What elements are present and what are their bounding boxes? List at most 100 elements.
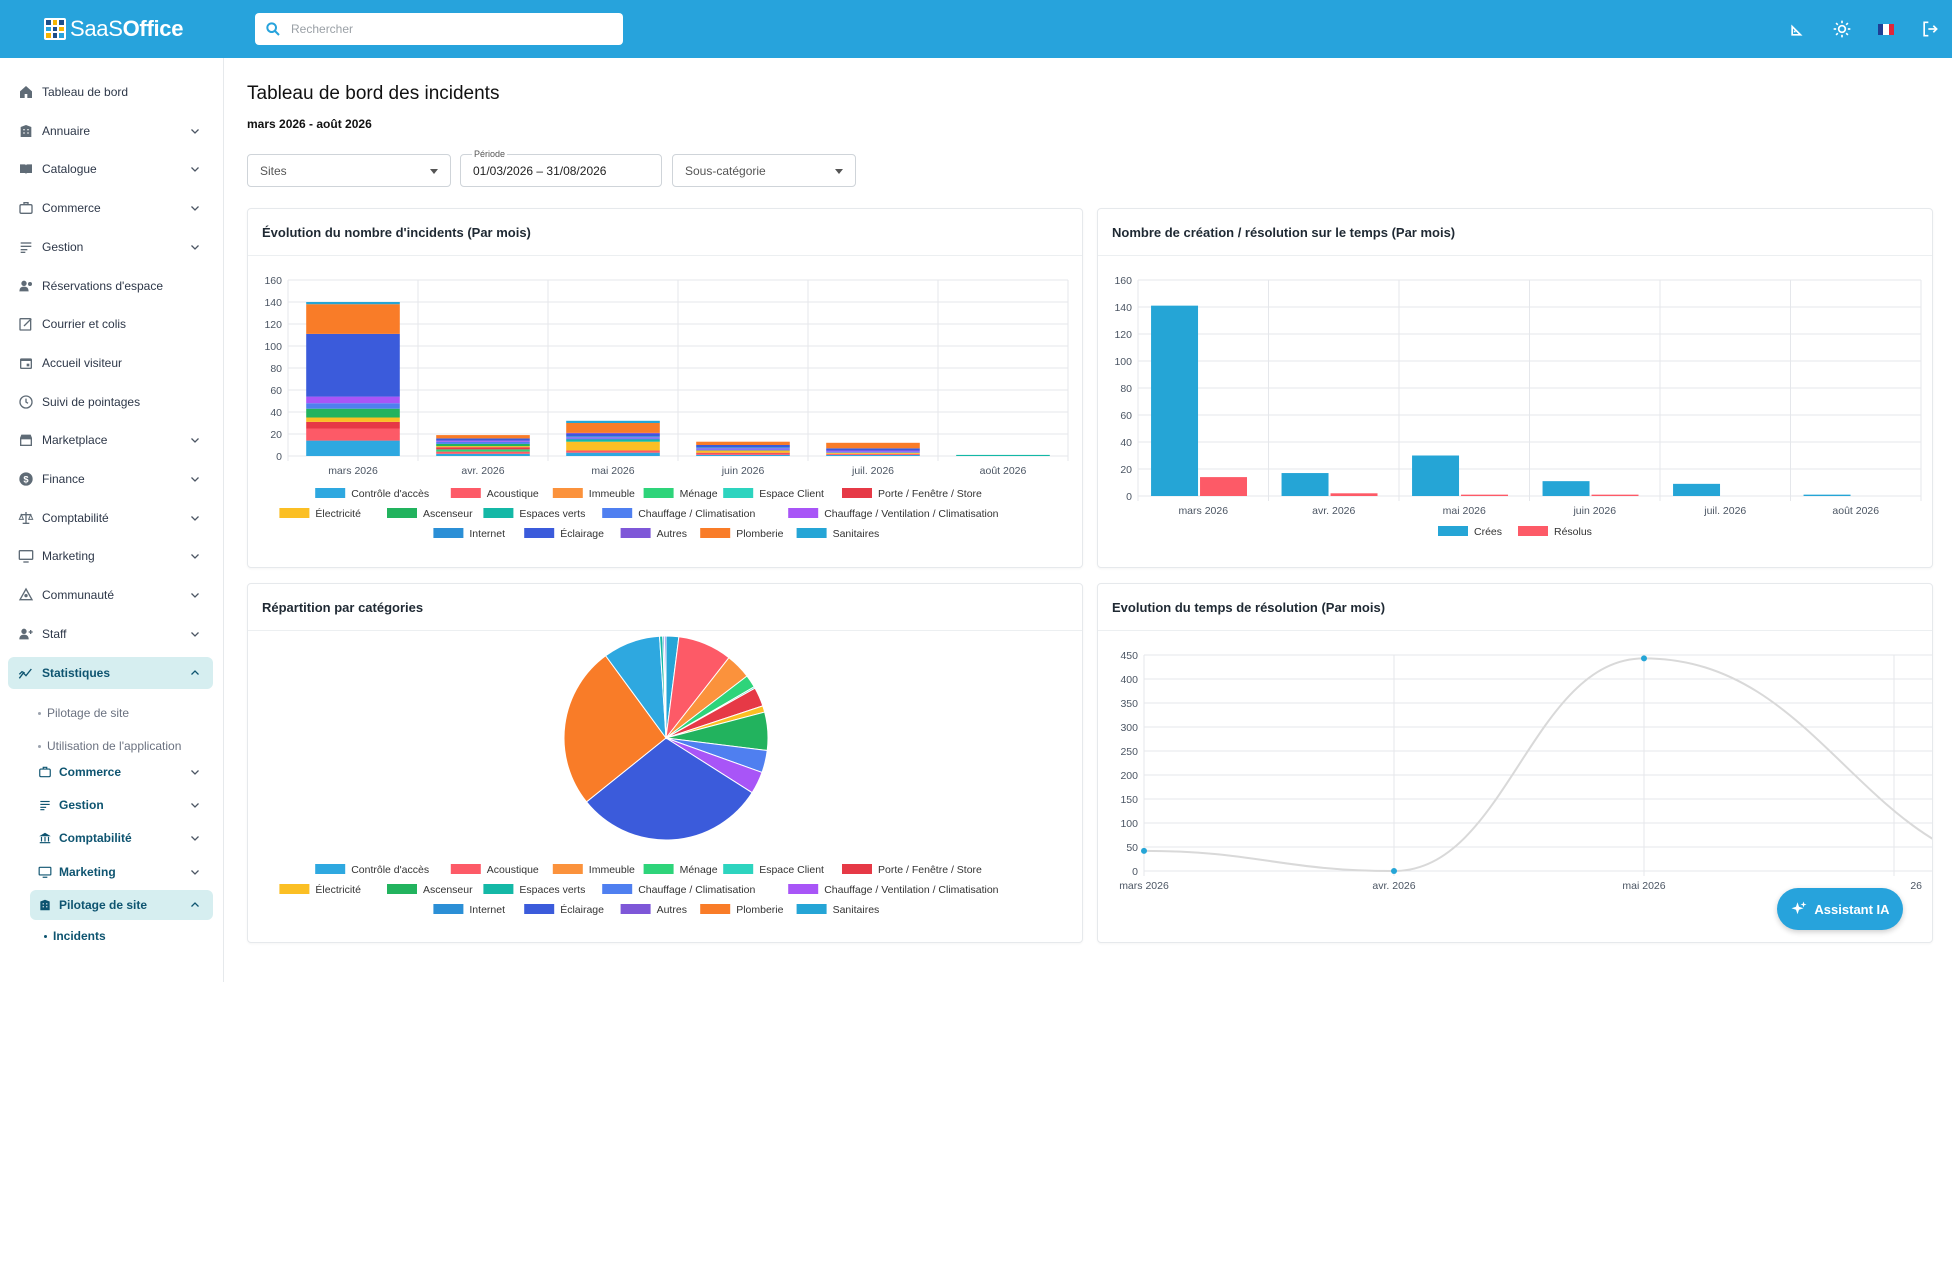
sidebar-item-marketplace[interactable]: Marketplace (8, 424, 213, 456)
legend-swatch (796, 528, 827, 538)
sidebar-item-tableau-de-bord[interactable]: Tableau de bord (8, 76, 213, 108)
chevron-down-icon[interactable] (189, 473, 201, 485)
app-logo[interactable]: SaaSOffice (44, 15, 183, 43)
sidebar-item-reservations-d-espace[interactable]: Réservations d'espace (8, 270, 213, 302)
bar-segment (436, 435, 530, 439)
briefcase-icon (18, 200, 34, 216)
chevron-down-icon[interactable] (189, 163, 201, 175)
period-field[interactable]: Période 01/03/2026 – 31/08/2026 (460, 149, 662, 187)
y-tick-label: 60 (270, 385, 282, 397)
y-tick-label: 40 (1120, 437, 1132, 449)
svg-text:$: $ (23, 474, 29, 484)
sidebar-item-marketing[interactable]: Marketing (8, 540, 213, 572)
sun-icon[interactable] (1820, 7, 1864, 51)
search-input[interactable] (291, 22, 591, 36)
logout-icon[interactable] (1908, 7, 1952, 51)
store-icon (18, 432, 34, 448)
search-bar[interactable] (255, 13, 623, 45)
building-icon (38, 898, 52, 912)
bar-segment (826, 452, 920, 454)
legend-label: Internet (469, 904, 505, 916)
sidebar-item-gestion[interactable]: Gestion (8, 231, 213, 263)
card-title: Nombre de création / résolution sur le t… (1112, 225, 1456, 240)
chevron-down-icon[interactable] (189, 550, 201, 562)
legend-label: Acoustique (487, 864, 539, 876)
bar-segment (826, 454, 920, 456)
chevron-down-icon[interactable] (189, 202, 201, 214)
legend-label: Éclairage (560, 527, 604, 540)
sidebar-group[interactable]: Comptabilité (30, 823, 213, 853)
x-tick-label: mai 2026 (1622, 880, 1665, 892)
sidebar-group[interactable]: Gestion (30, 790, 213, 820)
legend-swatch (433, 904, 464, 914)
y-tick-label: 100 (264, 341, 282, 353)
bar-segment (566, 437, 660, 439)
bank-icon (38, 831, 52, 845)
sidebar-group[interactable]: Commerce (30, 757, 213, 787)
ruler-icon[interactable] (1776, 7, 1820, 51)
legend-swatch (524, 904, 555, 914)
top-bar: SaaSOffice (0, 0, 1952, 58)
sidebar-item-courrier-et-colis[interactable]: Courrier et colis (8, 308, 213, 340)
sidebar-item-label: Staff (42, 626, 67, 641)
user-plus-icon (18, 626, 34, 642)
building-icon (18, 123, 34, 139)
chevron-down-icon[interactable] (189, 628, 201, 640)
sites-select[interactable]: Sites (247, 154, 451, 187)
chevron-down-icon[interactable] (189, 434, 201, 446)
sidebar-item-annuaire[interactable]: Annuaire (8, 115, 213, 147)
legend-swatch (620, 528, 651, 538)
y-tick-label: 20 (1120, 464, 1132, 476)
subcategory-select[interactable]: Sous-catégorie (672, 154, 856, 187)
assistant-ia-button[interactable]: Assistant IA (1777, 888, 1903, 930)
bar-segment (306, 333, 400, 397)
sidebar-subitem[interactable]: Utilisation de l'application (38, 739, 181, 753)
chevron-down-icon[interactable] (189, 866, 201, 878)
chevron-up-icon[interactable] (189, 899, 201, 911)
bar-segment (436, 441, 530, 444)
edit-icon (18, 316, 34, 332)
chevron-down-icon[interactable] (189, 766, 201, 778)
sidebar-group[interactable]: Marketing (30, 857, 213, 887)
legend-label: Porte / Fenêtre / Store (878, 488, 982, 500)
chevron-down-icon[interactable] (189, 589, 201, 601)
french-flag-icon[interactable] (1864, 7, 1908, 51)
sidebar-item-suivi-de-pointages[interactable]: Suivi de pointages (8, 386, 213, 418)
chevron-down-icon[interactable] (189, 512, 201, 524)
chevron-down-icon[interactable] (189, 832, 201, 844)
chevron-up-icon[interactable] (189, 667, 201, 679)
y-tick-label: 140 (1114, 302, 1132, 314)
sidebar-item-commerce[interactable]: Commerce (8, 192, 213, 224)
sidebar-group[interactable]: Pilotage de site (30, 889, 213, 920)
bar-segment (306, 304, 400, 334)
sidebar-item-finance[interactable]: $ Finance (8, 463, 213, 495)
sidebar-subitem[interactable]: Pilotage de site (38, 706, 129, 720)
sidebar-item-accueil-visiteur[interactable]: Accueil visiteur (8, 347, 213, 379)
sidebar-item-comptabilite[interactable]: Comptabilité (8, 502, 213, 534)
legend-swatch (723, 488, 754, 498)
legend-label: Espace Client (759, 864, 824, 876)
y-tick-label: 450 (1120, 650, 1138, 662)
sidebar-group-label: Commerce (59, 765, 122, 779)
sidebar-item-staff[interactable]: Staff (8, 618, 213, 650)
sidebar-item-communaute[interactable]: Communauté (8, 579, 213, 611)
sidebar-item-catalogue[interactable]: Catalogue (8, 153, 213, 185)
series-line (1143, 657, 1932, 873)
x-tick-label: juin 2026 (721, 465, 765, 477)
sidebar-item-label: Tableau de bord (42, 85, 129, 99)
bar-segment (566, 434, 660, 437)
bar-segment (696, 447, 790, 449)
chevron-down-icon[interactable] (189, 241, 201, 253)
chevron-down-icon[interactable] (189, 125, 201, 137)
x-tick-label: août 2026 (980, 465, 1027, 477)
chevron-down-icon[interactable] (189, 799, 201, 811)
sidebar-item-label: Gestion (42, 239, 84, 254)
bar-segment (956, 454, 1050, 456)
legend-label: Chauffage / Climatisation (638, 884, 755, 896)
legend-swatch (796, 904, 827, 914)
sidebar-subitem-incidents[interactable]: Incidents (44, 929, 106, 943)
legend-label: Électricité (315, 883, 361, 896)
legend-swatch (842, 864, 872, 874)
sidebar-item-statistiques[interactable]: Statistiques (8, 656, 213, 689)
card-title: Répartition par catégories (262, 600, 424, 615)
